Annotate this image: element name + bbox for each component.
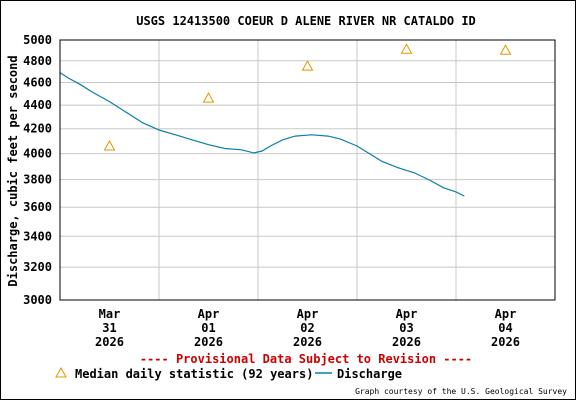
y-tick-label: 3800 [23, 173, 52, 187]
y-tick-label: 4400 [23, 98, 52, 112]
x-tick-label: 01 [201, 321, 215, 335]
triangle-icon [55, 366, 67, 378]
legend-median-label: Median daily statistic (92 years) [75, 367, 313, 381]
discharge-series-line [59, 72, 465, 197]
y-tick-label: 4200 [23, 122, 52, 136]
legend: Median daily statistic (92 years) Discha… [55, 366, 402, 381]
x-tick-label: Apr [396, 307, 418, 321]
y-axis-label: Discharge, cubic feet per second [6, 55, 20, 286]
y-gridlines [60, 39, 555, 301]
median-markers [103, 43, 512, 151]
median-marker [400, 43, 413, 54]
y-tick-label: 3200 [23, 260, 52, 274]
y-tick-label: 4600 [23, 75, 52, 89]
y-tick-label: 5000 [23, 33, 52, 47]
x-tick-label: Apr [198, 307, 220, 321]
x-tick-label: 2026 [293, 335, 322, 349]
x-tick-label: 2026 [194, 335, 223, 349]
x-gridlines [158, 40, 457, 300]
x-tick-label: 31 [102, 321, 116, 335]
median-marker [202, 92, 215, 103]
y-tick-label: 3400 [23, 229, 52, 243]
x-tick-label: 03 [399, 321, 413, 335]
median-marker [499, 44, 512, 55]
provisional-notice: ---- Provisional Data Subject to Revisio… [140, 352, 472, 366]
median-marker [301, 60, 314, 71]
legend-discharge-label: Discharge [337, 367, 402, 381]
x-tick-label: 02 [300, 321, 314, 335]
x-tick-label: Apr [297, 307, 319, 321]
median-marker [103, 139, 116, 151]
x-tick-label: 2026 [491, 335, 520, 349]
x-tick-label: Apr [495, 307, 517, 321]
y-tick-label: 3600 [23, 200, 52, 214]
x-tick-label: Mar [99, 307, 121, 321]
plot-border [59, 39, 556, 301]
x-tick-label: 2026 [392, 335, 421, 349]
y-tick-label: 3000 [23, 293, 52, 307]
y-tick-label: 4800 [23, 54, 52, 68]
x-tick-labels: Mar312026Apr012026Apr022026Apr032026Apr0… [95, 307, 520, 349]
credit-text: Graph courtesy of the U.S. Geological Su… [355, 387, 567, 396]
y-tick-labels: 3000 3200 3400 3600 3800 4000 4200 4400 4600 4800… [23, 33, 52, 307]
x-tick-label: 04 [498, 321, 512, 335]
chart-title: USGS 12413500 COEUR D ALENE RIVER NR CAT… [136, 14, 476, 28]
x-tick-label: 2026 [95, 335, 124, 349]
y-tick-label: 4000 [23, 147, 52, 161]
